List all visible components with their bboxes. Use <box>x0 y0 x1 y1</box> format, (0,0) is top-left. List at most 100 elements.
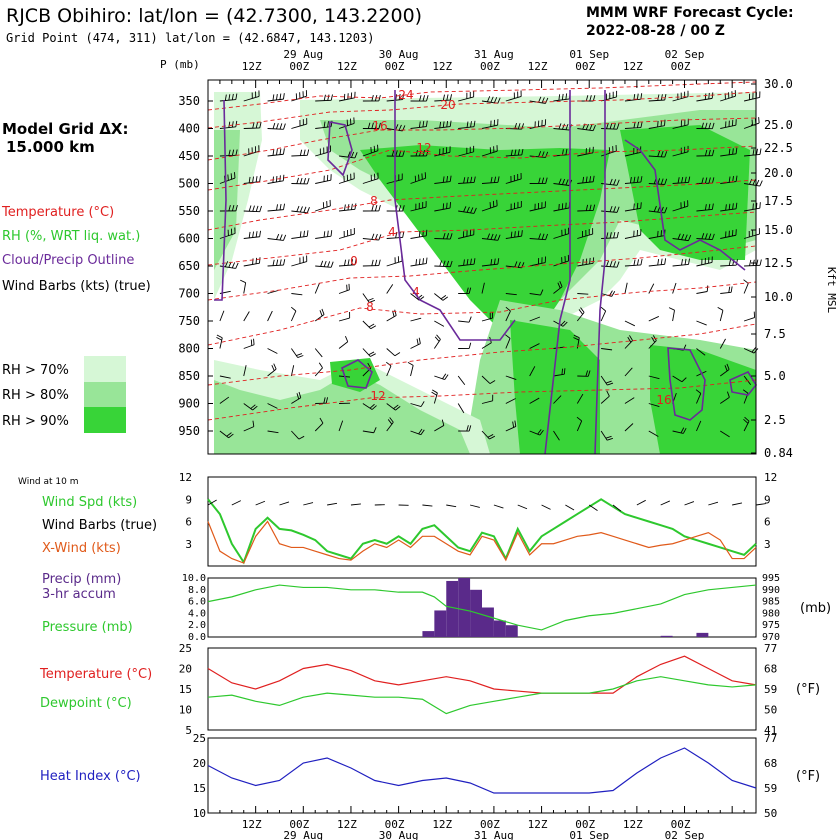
wind-barb-staff <box>410 263 427 267</box>
wind-barb-flag <box>276 149 278 156</box>
wind-barb-flag <box>440 294 447 300</box>
wind-barb <box>290 365 295 377</box>
wind-barb-flag <box>330 261 334 268</box>
wind-barb <box>410 401 425 407</box>
top-hour-label: 00Z <box>575 60 595 73</box>
wind-barb <box>624 367 633 377</box>
wind-barb-flag <box>701 122 704 129</box>
temperature-contour-label: 4 <box>412 285 420 299</box>
precip-bar <box>505 625 518 637</box>
wind-barb-staff <box>648 403 660 408</box>
wind-barb-flag <box>378 122 381 129</box>
wind-barb-flag <box>418 258 421 265</box>
wind-barb-flag <box>272 122 276 129</box>
legend-heat-index: Heat Index (°C) <box>40 769 141 784</box>
wind-barb-staff <box>291 293 303 296</box>
wind-barb-flag <box>735 147 738 154</box>
xwind-line <box>207 520 757 564</box>
wind-barb-staff <box>696 291 708 294</box>
wind-barb-flag <box>416 338 419 345</box>
wind-barb-staff <box>219 177 236 184</box>
wind-barb-flag <box>395 124 399 131</box>
wind-barb <box>696 256 713 267</box>
wind-barb-flag <box>283 148 285 155</box>
wind-barb-staff <box>433 392 438 404</box>
height-axis: 30.0 25.0 22.5 20.0 17.5 15.0 12.5 10.0 7.5 5.0 2.… <box>751 77 793 460</box>
wind-barb-staff <box>672 151 689 157</box>
wind-barb-staff <box>648 340 657 349</box>
wind-barb-flag <box>441 419 445 426</box>
wind-barb-flag <box>255 231 258 238</box>
height-tick-label: 22.5 <box>764 141 793 155</box>
model-grid-label: Model Grid ΔX: <box>2 120 129 138</box>
wind-barb-staff <box>696 97 713 102</box>
temp-c-tick: 5 <box>185 724 192 737</box>
wind-barb-flag <box>371 405 377 410</box>
wind-barb-flag <box>558 94 561 101</box>
wind-barb <box>291 391 302 404</box>
pressure-axis: 350 400 450 500 550 600 650 700 750 800 850 900 950 <box>178 80 757 438</box>
wind-barb-staff <box>291 430 300 440</box>
wind-barb-flag <box>680 427 685 434</box>
wind-barb-staff <box>219 375 231 379</box>
wind-barb-flag <box>272 94 275 101</box>
wind-barb-flag <box>259 175 261 182</box>
top-hour-axis: 12Z 00Z 12Z 00Z 12Z 00Z 12Z 00Z 12Z 00Z <box>242 60 691 73</box>
wind-barb-staff <box>243 236 260 239</box>
wind-barb <box>338 336 349 349</box>
wind-barb-flag <box>373 427 377 433</box>
wind-barb-staff <box>291 261 307 267</box>
wind-barb-flag <box>303 177 307 184</box>
wind-tick-left: 12 <box>179 471 192 484</box>
wind-barb-staff <box>481 205 498 212</box>
rh70-label: RH > 70% <box>2 363 69 378</box>
wind-barb-staff <box>720 264 737 267</box>
wind-barb-staff <box>481 150 498 157</box>
wind-barb-staff <box>458 263 475 267</box>
wind-barb <box>240 279 247 294</box>
wind-barb-staff <box>219 99 236 102</box>
wind-barb <box>720 391 730 404</box>
legend-wind-barbs: Wind Barbs (kts) (true) <box>2 279 151 294</box>
wind-barb-staff <box>529 366 536 377</box>
wind-barb-staff <box>600 375 608 386</box>
wind-barb <box>743 416 750 432</box>
wind-barb-staff <box>505 375 517 380</box>
wind-barb-staff <box>458 210 475 214</box>
wind-barb-staff <box>624 423 634 432</box>
surface-wind-barb <box>541 504 551 510</box>
wind-barb-staff <box>410 430 422 436</box>
wind-barb-staff <box>243 96 260 102</box>
wind-barb-staff <box>553 395 562 404</box>
temperature-contour-label: 4 <box>388 225 396 239</box>
wind-barb-flag <box>704 233 708 240</box>
legend-xwind: X-Wind (kts) <box>42 541 121 556</box>
heat-f-tick: 77 <box>764 732 777 745</box>
wind-barb-flag <box>728 203 731 210</box>
wind-barb-flag <box>446 94 449 101</box>
wind-barb-flag <box>351 203 353 210</box>
wind-barb <box>720 430 730 438</box>
wind-barb-flag <box>468 425 472 432</box>
wind-barb-flag <box>732 148 734 155</box>
wind-barb <box>267 363 277 377</box>
wind-barb-flag <box>259 230 261 237</box>
wind-barb-staff <box>219 154 236 157</box>
wind-barb-flag <box>273 363 277 370</box>
wind-barb-flag <box>664 258 667 265</box>
cloud-outline-3 <box>394 90 516 341</box>
wind-barb-flag <box>514 231 516 238</box>
wind-barb <box>267 348 278 354</box>
wind-barb <box>505 306 511 322</box>
wind-barb-staff <box>744 264 761 267</box>
wind-barb <box>720 147 738 157</box>
wind-barb <box>505 334 511 349</box>
wind-barb-flag <box>735 202 738 209</box>
wind-barb <box>386 417 394 432</box>
wind-barb <box>386 284 394 294</box>
wind-barb <box>457 375 466 386</box>
wind-barb-flag <box>633 176 636 183</box>
wind-barb <box>267 148 285 157</box>
wind-barb-flag <box>371 233 375 240</box>
